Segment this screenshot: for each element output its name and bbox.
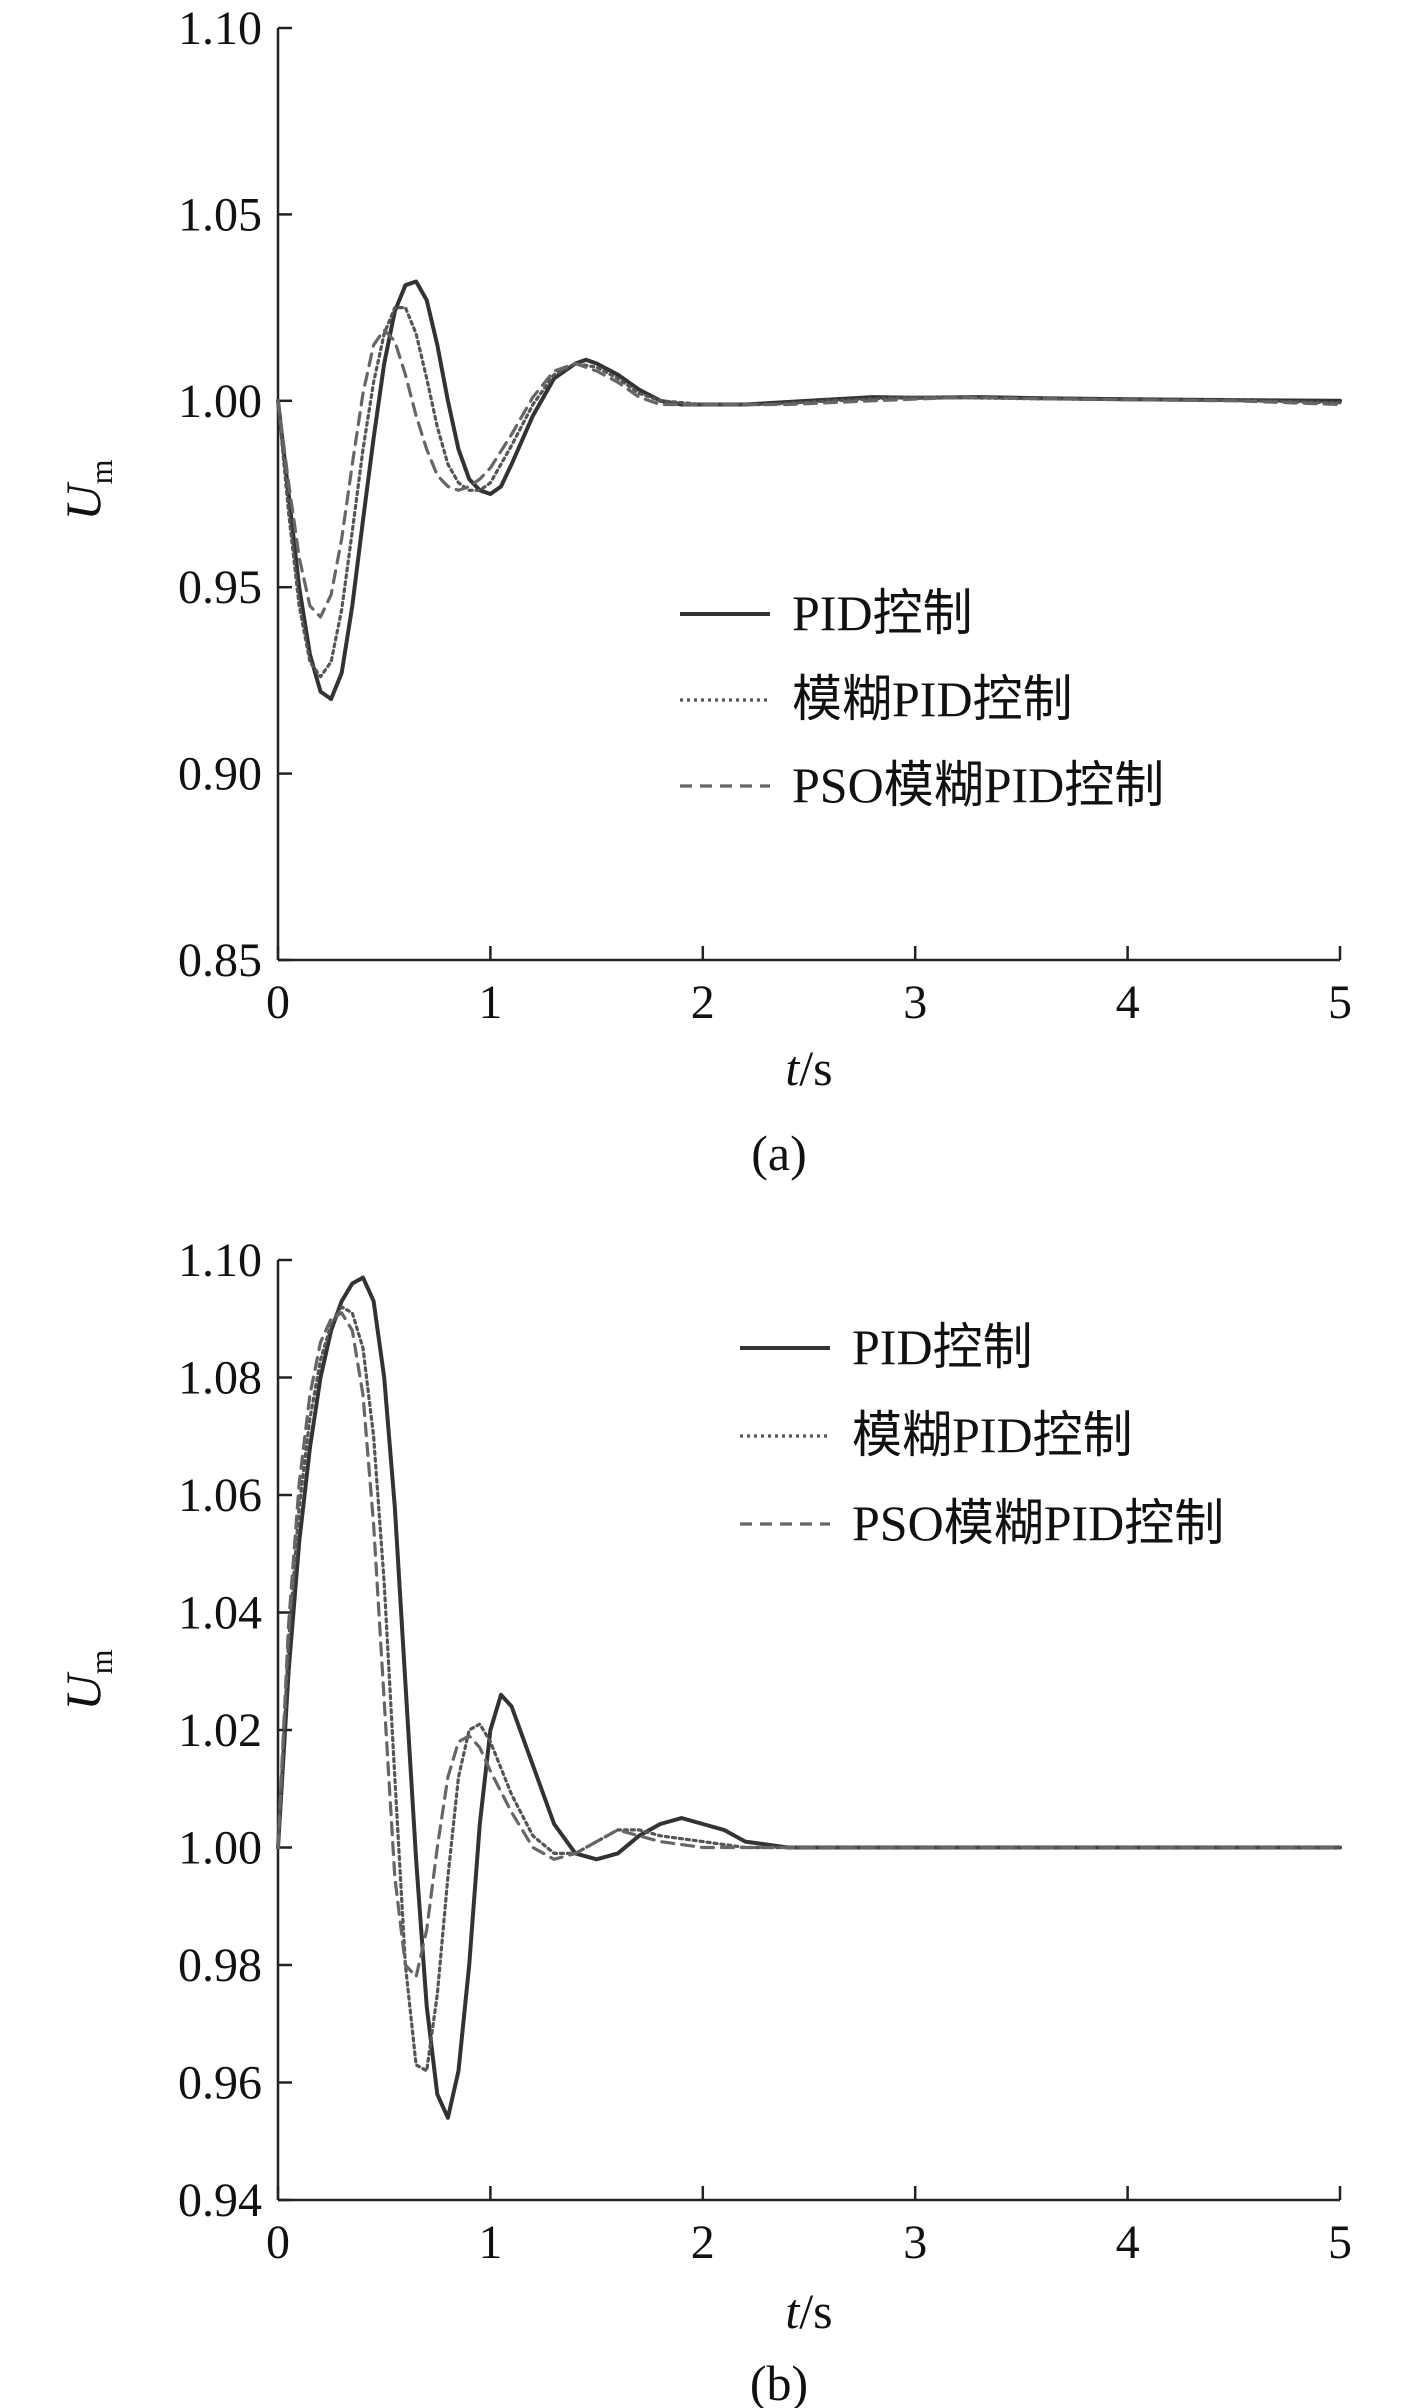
y-axis-label-sub: m [83,1649,119,1674]
x-tick-label: 4 [1116,976,1140,1029]
y-axis-label: Um [55,459,119,520]
series-line-1 [276,1305,1342,2073]
series-line-0 [276,1275,1342,2120]
x-axis-label-unit: /s [799,1040,832,1096]
x-axis-label: t/s [785,2283,832,2339]
legend-label-2: PSO模糊PID控制 [792,757,1164,813]
y-tick-label: 1.02 [178,1704,262,1757]
legend-label-2: PSO模糊PID控制 [852,1495,1224,1551]
y-tick-label: 0.95 [178,561,262,614]
legend-label-0: PID控制 [792,585,973,641]
x-tick-label: 0 [266,976,290,1029]
x-tick-label: 5 [1328,976,1352,1029]
y-tick-label: 0.90 [178,748,262,801]
y-tick-label: 0.85 [178,934,262,987]
x-tick-label: 3 [903,2216,927,2269]
x-axis-label: t/s [785,1040,832,1096]
y-tick-label: 0.98 [178,1939,262,1992]
y-tick-label: 1.04 [178,1587,262,1640]
y-axis-label: Um [55,1649,119,1710]
chart-a: 0 1 2 3 4 5 0.85 0.90 0.95 1.00 1.05 1.10 Um t/s (a) PI… [55,2,1352,1181]
y-tick-label: 0.96 [178,2057,262,2110]
y-axis-label-sub: m [83,459,119,484]
x-axis-label-unit: /s [799,2283,832,2339]
chart-caption: (b) [750,2355,808,2408]
y-axis-label-main: U [55,482,111,521]
x-tick-label: 1 [478,976,502,1029]
legend-label-1: 模糊PID控制 [852,1407,1133,1463]
x-axis-label-var: t [785,1040,800,1096]
y-tick-label: 1.00 [178,1822,262,1875]
x-axis-label-var: t [785,2283,800,2339]
y-tick-label: 1.10 [178,1234,262,1287]
y-axis-label-main: U [55,1672,111,1711]
y-tick-label: 0.94 [178,2174,262,2227]
x-tick-label: 5 [1328,2216,1352,2269]
series-line-2 [276,1311,1342,1979]
x-tick-label: 2 [691,2216,715,2269]
series-line-2 [276,328,1342,619]
y-tick-label: 1.06 [178,1469,262,1522]
x-tick-label: 2 [691,976,715,1029]
chart-caption: (a) [751,1125,807,1181]
x-tick-label: 1 [478,2216,502,2269]
y-tick-label: 1.05 [178,188,262,241]
x-tick-label: 3 [903,976,927,1029]
legend-label-1: 模糊PID控制 [792,671,1073,727]
x-tick-label: 0 [266,2216,290,2269]
y-tick-label: 1.00 [178,375,262,428]
legend-label-0: PID控制 [852,1319,1033,1375]
y-tick-label: 1.10 [178,2,262,55]
y-tick-label: 1.08 [178,1352,262,1405]
chart-b: 0 1 2 3 4 5 0.94 0.96 0.98 1.00 1.02 1.04 1.06 1.08 1.… [55,1234,1352,2408]
x-tick-label: 4 [1116,2216,1140,2269]
